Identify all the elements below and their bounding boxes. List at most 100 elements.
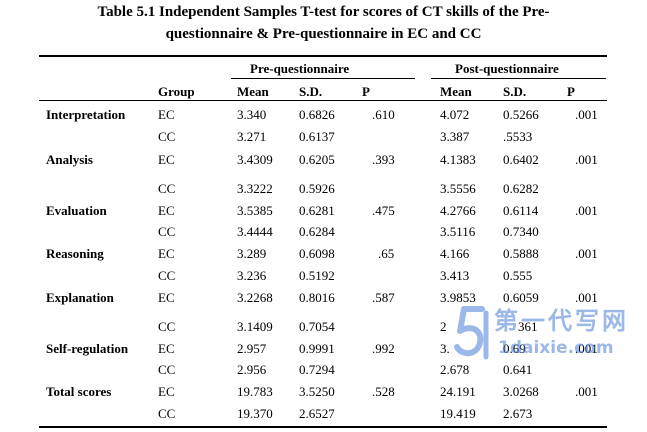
pre-sd-cell: 2.6527 — [299, 406, 335, 421]
post-p-cell: .001 — [575, 341, 598, 356]
header-bottom-rule — [39, 100, 607, 101]
pre-mean-cell: 3.236 — [237, 268, 267, 283]
pre-mean-cell: 3.5385 — [237, 203, 273, 218]
post-p-cell: .001 — [575, 246, 598, 261]
pre-sd-cell: 0.9991 — [299, 341, 335, 356]
post-mean-cell: 19.419 — [440, 406, 476, 421]
group-cell: CC — [158, 181, 176, 196]
pre-mean-cell: 19.783 — [237, 384, 273, 399]
post-questionnaire-header: Post-questionnaire — [455, 61, 559, 76]
post-mean-cell: 4.1383 — [440, 152, 476, 167]
group-cell: EC — [158, 152, 175, 167]
post-sd-cell: 0.6059 — [503, 290, 539, 305]
post-p-cell: .001 — [575, 107, 598, 122]
group-cell: EC — [158, 290, 175, 305]
group-cell: EC — [158, 203, 175, 218]
post-p-header: P — [567, 84, 575, 99]
post-mean-cell: 3.9853 — [440, 290, 476, 305]
row-label: Reasoning — [46, 246, 104, 261]
pre-sd-cell: 3.5250 — [299, 384, 335, 399]
pre-p-cell: .393 — [372, 152, 395, 167]
post-p-cell: .001 — [575, 290, 598, 305]
post-sd-cell: 0.555 — [503, 268, 533, 283]
pre-p-header: P — [362, 84, 370, 99]
pre-mean-cell: 2.957 — [237, 341, 267, 356]
post-sd-cell: .5533 — [503, 129, 533, 144]
post-sd-cell: 361 — [518, 319, 538, 334]
pre-p-cell: .475 — [372, 203, 395, 218]
pre-sd-cell: 0.6205 — [299, 152, 335, 167]
group-cell: EC — [158, 384, 175, 399]
pre-mean-cell: 3.2268 — [237, 290, 273, 305]
post-sd-cell: 0.6114 — [503, 203, 539, 218]
post-sd-cell: 3.0268 — [503, 384, 539, 399]
pre-sd-cell: 0.8016 — [299, 290, 335, 305]
pre-mean-cell: 3.271 — [237, 129, 267, 144]
group-cell: EC — [158, 341, 175, 356]
pre-mean-cell: 3.3222 — [237, 181, 273, 196]
row-label: Explanation — [46, 290, 114, 305]
pre-questionnaire-header: Pre-questionnaire — [250, 61, 350, 76]
group-cell: CC — [158, 406, 176, 421]
post-sd-cell: 0.69 — [503, 341, 526, 356]
pre-sd-cell: 0.6137 — [299, 129, 335, 144]
row-label: Total scores — [46, 384, 112, 399]
pre-group-underline — [231, 78, 415, 79]
group-cell: CC — [158, 268, 176, 283]
pre-mean-cell: 19.370 — [237, 406, 273, 421]
pre-mean-cell: 3.4309 — [237, 152, 273, 167]
post-p-cell: .001 — [575, 384, 598, 399]
caption-line-2: questionnaire & Pre-questionnaire in EC … — [165, 26, 482, 42]
pre-sd-cell: 0.5192 — [299, 268, 335, 283]
pre-p-cell: .610 — [372, 107, 395, 122]
post-p-cell: .001 — [575, 203, 598, 218]
pre-mean-cell: 3.289 — [237, 246, 267, 261]
pre-sd-cell: 0.7294 — [299, 362, 335, 377]
post-sd-cell: 0.641 — [503, 362, 533, 377]
row-label: Self-regulation — [46, 341, 129, 356]
pre-mean-cell: 3.4444 — [237, 224, 273, 239]
post-sd-cell: 0.6282 — [503, 181, 539, 196]
post-mean-header: Mean — [440, 84, 472, 99]
row-label: Analysis — [46, 152, 93, 167]
table-bottom-rule — [39, 426, 607, 428]
post-mean-cell: 3.5116 — [440, 224, 476, 239]
pre-sd-cell: 0.6826 — [299, 107, 335, 122]
post-group-underline — [431, 78, 606, 79]
pre-sd-header: S.D. — [299, 84, 323, 99]
pre-p-cell: .528 — [372, 384, 395, 399]
group-column-header: Group — [158, 84, 195, 99]
group-cell: CC — [158, 224, 176, 239]
post-sd-cell: 0.7340 — [503, 224, 539, 239]
watermark-logo-icon — [454, 306, 489, 360]
pre-sd-cell: 0.7054 — [299, 319, 335, 334]
pre-p-cell: .587 — [372, 290, 395, 305]
group-cell: CC — [158, 362, 176, 377]
pre-mean-header: Mean — [237, 84, 269, 99]
table-top-rule — [39, 55, 607, 57]
caption-line-1: Table 5.1 Independent Samples T-test for… — [97, 4, 550, 20]
post-mean-cell: 3.5556 — [440, 181, 476, 196]
pre-sd-cell: 0.6281 — [299, 203, 335, 218]
post-mean-cell: 4.166 — [440, 246, 470, 261]
group-cell: CC — [158, 129, 176, 144]
post-mean-cell: 3.387 — [440, 129, 470, 144]
post-mean-cell: 24.191 — [440, 384, 476, 399]
pre-sd-cell: 0.6098 — [299, 246, 335, 261]
post-mean-cell: 4.072 — [440, 107, 470, 122]
pre-p-cell: .65 — [378, 246, 395, 261]
pre-sd-cell: 0.6284 — [299, 224, 335, 239]
watermark-url: 1daixie.com — [498, 338, 614, 358]
pre-mean-cell: 2.956 — [237, 362, 267, 377]
post-mean-cell: 2.678 — [440, 362, 470, 377]
post-sd-header: S.D. — [503, 84, 527, 99]
post-sd-cell: 0.6402 — [503, 152, 539, 167]
watermark-brand: 第一代写网 — [494, 307, 629, 335]
post-sd-cell: 0.5888 — [503, 246, 539, 261]
site-watermark: 第一代写网 1daixie.com — [452, 305, 642, 367]
pre-sd-cell: 0.5926 — [299, 181, 335, 196]
post-sd-cell: 0.5266 — [503, 107, 539, 122]
row-label: Interpretation — [46, 107, 126, 122]
pre-mean-cell: 3.340 — [237, 107, 267, 122]
row-label: Evaluation — [46, 203, 107, 218]
